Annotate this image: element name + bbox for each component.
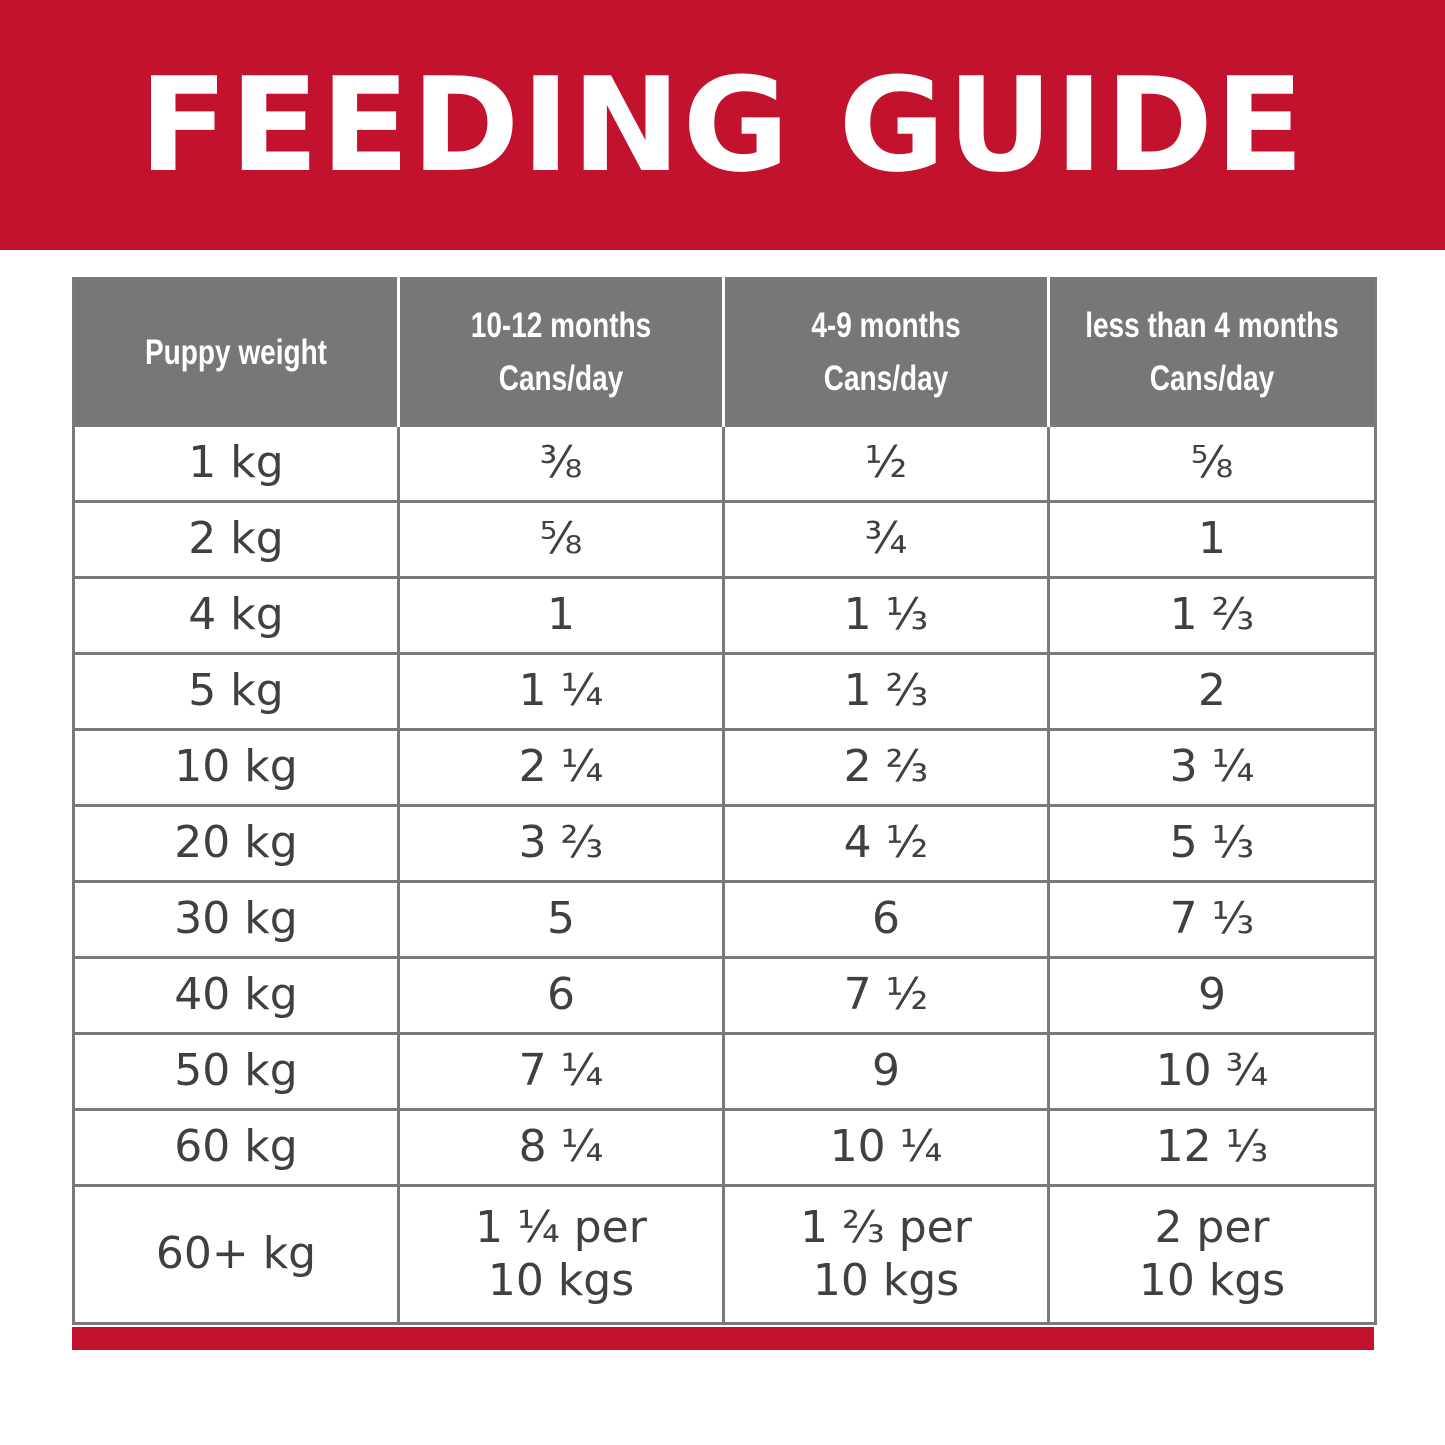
cell-10-12-months: 5 bbox=[397, 880, 725, 959]
page-title: FEEDING GUIDE bbox=[139, 49, 1306, 201]
cell-10-12-months: 2 ¼ bbox=[397, 728, 725, 807]
cell-weight: 60+ kg bbox=[72, 1184, 400, 1325]
cell-less-than-4-months: 1 ⅔ bbox=[1047, 576, 1377, 655]
title-banner: FEEDING GUIDE bbox=[0, 0, 1445, 250]
cell-less-than-4-months: 1 bbox=[1047, 500, 1377, 579]
cell-4-9-months: 10 ¼ bbox=[722, 1108, 1050, 1187]
table-row: 2 kg ⅝ ¾ 1 bbox=[72, 500, 1377, 579]
cell-4-9-months: 2 ⅔ bbox=[722, 728, 1050, 807]
cell-less-than-4-months: 3 ¼ bbox=[1047, 728, 1377, 807]
table-row: 30 kg 5 6 7 ⅓ bbox=[72, 880, 1377, 959]
cell-10-12-months: 3 ⅔ bbox=[397, 804, 725, 883]
table-row: 10 kg 2 ¼ 2 ⅔ 3 ¼ bbox=[72, 728, 1377, 807]
cell-line-2: 10 kgs bbox=[1138, 1254, 1286, 1306]
cell-line-2: 10 kgs bbox=[487, 1254, 635, 1306]
cell-4-9-months: 1 ⅓ bbox=[722, 576, 1050, 655]
cell-10-12-months: 8 ¼ bbox=[397, 1108, 725, 1187]
cell-4-9-months: 9 bbox=[722, 1032, 1050, 1111]
cell-10-12-months: 7 ¼ bbox=[397, 1032, 725, 1111]
cell-line-2: 10 kgs bbox=[812, 1254, 960, 1306]
table-row: 50 kg 7 ¼ 9 10 ¾ bbox=[72, 1032, 1377, 1111]
cell-less-than-4-months: 5 ⅓ bbox=[1047, 804, 1377, 883]
feeding-table-container: Puppy weight 10-12 months Cans/day 4-9 m… bbox=[72, 277, 1377, 1325]
header-10-12-months: 10-12 months Cans/day bbox=[397, 278, 724, 426]
table-row: 20 kg 3 ⅔ 4 ½ 5 ⅓ bbox=[72, 804, 1377, 883]
cell-4-9-months: ¾ bbox=[722, 500, 1050, 579]
cell-4-9-months: 1 ⅔ per 10 kgs bbox=[722, 1184, 1050, 1325]
table-row: 5 kg 1 ¼ 1 ⅔ 2 bbox=[72, 652, 1377, 731]
feeding-table: Puppy weight 10-12 months Cans/day 4-9 m… bbox=[72, 277, 1377, 1325]
cell-weight: 40 kg bbox=[72, 956, 400, 1035]
cell-weight: 50 kg bbox=[72, 1032, 400, 1111]
cell-weight: 10 kg bbox=[72, 728, 400, 807]
header-less-than-4-months: less than 4 months Cans/day bbox=[1047, 278, 1376, 426]
cell-line-1: 1 ⅔ per bbox=[800, 1201, 972, 1253]
cell-weight: 1 kg bbox=[72, 424, 400, 503]
cell-less-than-4-months: 9 bbox=[1047, 956, 1377, 1035]
cell-less-than-4-months: ⅝ bbox=[1047, 424, 1377, 503]
header-4-9-months: 4-9 months Cans/day bbox=[722, 278, 1049, 426]
table-row: 1 kg ⅜ ½ ⅝ bbox=[72, 424, 1377, 503]
cell-weight: 2 kg bbox=[72, 500, 400, 579]
cell-weight: 30 kg bbox=[72, 880, 400, 959]
table-header-row: Puppy weight 10-12 months Cans/day 4-9 m… bbox=[73, 278, 1376, 426]
cell-10-12-months: 1 ¼ per 10 kgs bbox=[397, 1184, 725, 1325]
cell-4-9-months: 6 bbox=[722, 880, 1050, 959]
cell-10-12-months: 6 bbox=[397, 956, 725, 1035]
table-row: 40 kg 6 7 ½ 9 bbox=[72, 956, 1377, 1035]
cell-4-9-months: 1 ⅔ bbox=[722, 652, 1050, 731]
cell-4-9-months: 4 ½ bbox=[722, 804, 1050, 883]
table-row-last: 60+ kg 1 ¼ per 10 kgs 1 ⅔ per 10 kgs 2 p… bbox=[72, 1184, 1377, 1325]
header-puppy-weight: Puppy weight bbox=[73, 278, 399, 426]
cell-10-12-months: ⅝ bbox=[397, 500, 725, 579]
cell-line-1: 1 ¼ per bbox=[475, 1201, 647, 1253]
cell-weight: 60 kg bbox=[72, 1108, 400, 1187]
cell-less-than-4-months: 7 ⅓ bbox=[1047, 880, 1377, 959]
cell-4-9-months: 7 ½ bbox=[722, 956, 1050, 1035]
cell-10-12-months: 1 bbox=[397, 576, 725, 655]
cell-weight: 20 kg bbox=[72, 804, 400, 883]
cell-4-9-months: ½ bbox=[722, 424, 1050, 503]
cell-less-than-4-months: 2 bbox=[1047, 652, 1377, 731]
cell-10-12-months: 1 ¼ bbox=[397, 652, 725, 731]
table-row: 4 kg 1 1 ⅓ 1 ⅔ bbox=[72, 576, 1377, 655]
cell-less-than-4-months: 2 per 10 kgs bbox=[1047, 1184, 1377, 1325]
cell-line-1: 2 per bbox=[1154, 1201, 1270, 1253]
table-row: 60 kg 8 ¼ 10 ¼ 12 ⅓ bbox=[72, 1108, 1377, 1187]
cell-weight: 5 kg bbox=[72, 652, 400, 731]
cell-less-than-4-months: 12 ⅓ bbox=[1047, 1108, 1377, 1187]
cell-10-12-months: ⅜ bbox=[397, 424, 725, 503]
cell-less-than-4-months: 10 ¾ bbox=[1047, 1032, 1377, 1111]
cell-weight: 4 kg bbox=[72, 576, 400, 655]
bottom-accent-bar bbox=[72, 1327, 1374, 1350]
